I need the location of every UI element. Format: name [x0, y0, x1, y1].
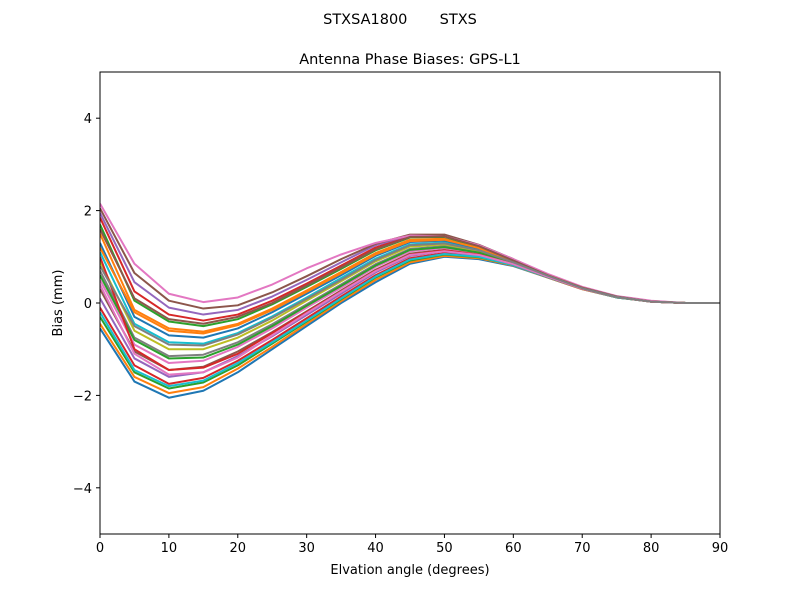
x-tick-label: 20	[230, 541, 247, 556]
y-axis-label: Bias (mm)	[51, 270, 66, 337]
y-axis: −4 −2 0 2 4	[73, 112, 100, 497]
x-axis-label: Elvation angle (degrees)	[330, 563, 489, 578]
x-tick-label: 0	[96, 541, 104, 556]
x-tick-label: 30	[298, 541, 315, 556]
x-tick-label: 80	[643, 541, 660, 556]
x-axis: 0 10 20 30 40 50 60 70 80 90	[96, 534, 728, 556]
x-tick-label: 60	[505, 541, 522, 556]
chart-title: Antenna Phase Biases: GPS-L1	[299, 52, 521, 68]
x-tick-label: 40	[367, 541, 384, 556]
y-tick-label: 4	[84, 112, 92, 127]
figure-suptitle: STXSA1800 STXS	[323, 12, 477, 28]
x-tick-label: 50	[436, 541, 453, 556]
x-tick-label: 70	[574, 541, 591, 556]
series-layer	[100, 203, 720, 399]
y-tick-label: −2	[73, 389, 92, 404]
series-line-24	[100, 242, 720, 347]
x-tick-label: 90	[712, 541, 729, 556]
y-tick-label: −4	[73, 482, 92, 497]
y-tick-label: 2	[84, 205, 92, 220]
y-tick-label: 0	[84, 297, 92, 312]
x-tick-label: 10	[161, 541, 178, 556]
